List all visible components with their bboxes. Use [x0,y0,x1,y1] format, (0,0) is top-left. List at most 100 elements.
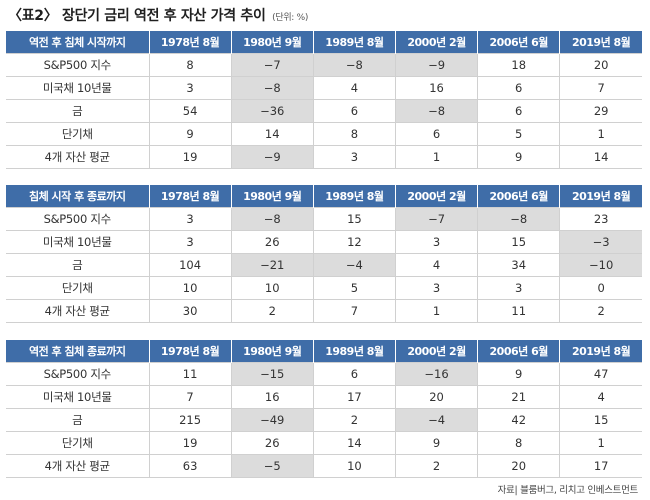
column-header: 2000년 2월 [394,31,478,54]
column-header: 1978년 8월 [148,185,232,208]
column-header: 1989년 8월 [312,185,396,208]
table-cell: −5 [230,454,314,478]
table-header-label: 역전 후 침체 시작까지 [6,31,149,54]
table-cell: 8 [477,431,560,455]
table-cell: 15 [312,207,396,231]
table-cell: 19 [148,431,232,455]
table-cell: 23 [559,207,642,231]
table-cell: 29 [559,99,642,123]
table-cell: 17 [312,385,396,409]
table-cell: 54 [148,99,232,123]
table-cell: −9 [394,53,478,77]
table-row: 금 104 −21 −4 4 34 −10 [6,253,642,277]
row-label: 금 [6,99,149,123]
table-cell: 2 [559,299,642,323]
table-cell: 8 [312,122,396,146]
table-cell: 17 [559,454,642,478]
table-cell: 15 [477,230,560,254]
table-cell: 215 [148,408,232,432]
row-label: 단기채 [6,122,149,146]
table-cell: −10 [559,253,642,277]
data-table-2: 침체 시작 후 종료까지 1978년 8월 1980년 9월 1989년 8월 … [6,185,642,323]
table-row: 금 54 −36 6 −8 6 29 [6,99,642,123]
table-row: S&P500 지수 8 −7 −8 −9 18 20 [6,53,642,77]
table-cell: 5 [312,276,396,300]
data-table-1: 역전 후 침체 시작까지 1978년 8월 1980년 9월 1989년 8월 … [6,31,642,169]
table-row: 4개 자산 평균 19 −9 3 1 9 14 [6,145,642,169]
table-cell: 9 [477,145,560,169]
column-header: 1980년 9월 [230,340,314,363]
table-cell: −36 [230,99,314,123]
table-cell: −16 [394,362,478,386]
column-header: 2019년 8월 [559,31,642,54]
table-cell: 10 [312,454,396,478]
table-row: 금 215 −49 2 −4 42 15 [6,408,642,432]
table-cell: 47 [559,362,642,386]
table-cell: 2 [394,454,478,478]
table-header-row: 역전 후 침체 종료까지 1978년 8월 1980년 9월 1989년 8월 … [6,340,642,363]
column-header: 2019년 8월 [559,185,642,208]
table-cell: 6 [394,122,478,146]
table-cell: 14 [230,122,314,146]
table-cell: 3 [148,230,232,254]
table-cell: 16 [394,76,478,100]
table-header-row: 침체 시작 후 종료까지 1978년 8월 1980년 9월 1989년 8월 … [6,185,642,208]
table-cell: −4 [312,253,396,277]
table-cell: 26 [230,230,314,254]
table-cell: 19 [148,145,232,169]
table-row: 단기채 10 10 5 3 3 0 [6,276,642,300]
table-cell: −21 [230,253,314,277]
row-label: 금 [6,253,149,277]
column-header: 2006년 6월 [477,340,560,363]
table-row: 미국채 10년물 7 16 17 20 21 4 [6,385,642,409]
table-cell: 11 [148,362,232,386]
table-cell: 26 [230,431,314,455]
table-cell: 14 [312,431,396,455]
row-label: 금 [6,408,149,432]
column-header: 2000년 2월 [394,340,478,363]
row-label: S&P500 지수 [6,362,149,386]
table-cell: 21 [477,385,560,409]
column-header: 1978년 8월 [148,340,232,363]
table-cell: −7 [230,53,314,77]
table-cell: −4 [394,408,478,432]
table-cell: −49 [230,408,314,432]
table-cell: −8 [477,207,560,231]
table-cell: 2 [230,299,314,323]
table-row: 단기채 19 26 14 9 8 1 [6,431,642,455]
table-title: 〈표2〉 장단기 금리 역전 후 자산 가격 추이 (단위: %) [8,5,308,25]
table-cell: 20 [477,454,560,478]
table-cell: 9 [148,122,232,146]
table-cell: 6 [312,99,396,123]
data-table-3: 역전 후 침체 종료까지 1978년 8월 1980년 9월 1989년 8월 … [6,340,642,478]
table-cell: 20 [559,53,642,77]
row-label: S&P500 지수 [6,53,149,77]
table-row: 단기채 9 14 8 6 5 1 [6,122,642,146]
table-cell: 16 [230,385,314,409]
column-header: 2000년 2월 [394,185,478,208]
table-cell: 9 [394,431,478,455]
table-cell: 9 [477,362,560,386]
table-cell: 14 [559,145,642,169]
row-label: 미국채 10년물 [6,76,149,100]
table-cell: 3 [394,230,478,254]
table-cell: 6 [312,362,396,386]
column-header: 1980년 9월 [230,31,314,54]
column-header: 2019년 8월 [559,340,642,363]
table-cell: 7 [559,76,642,100]
table-cell: 63 [148,454,232,478]
table-cell: 0 [559,276,642,300]
table-row: S&P500 지수 3 −8 15 −7 −8 23 [6,207,642,231]
table-cell: 10 [230,276,314,300]
row-label: 4개 자산 평균 [6,299,149,323]
column-header: 2006년 6월 [477,31,560,54]
table-cell: −7 [394,207,478,231]
table-cell: 4 [312,76,396,100]
table-cell: 10 [148,276,232,300]
table-cell: 3 [312,145,396,169]
table-cell: 4 [559,385,642,409]
table-row: 미국채 10년물 3 26 12 3 15 −3 [6,230,642,254]
table-cell: −8 [394,99,478,123]
table-cell: 30 [148,299,232,323]
table-cell: 3 [148,207,232,231]
